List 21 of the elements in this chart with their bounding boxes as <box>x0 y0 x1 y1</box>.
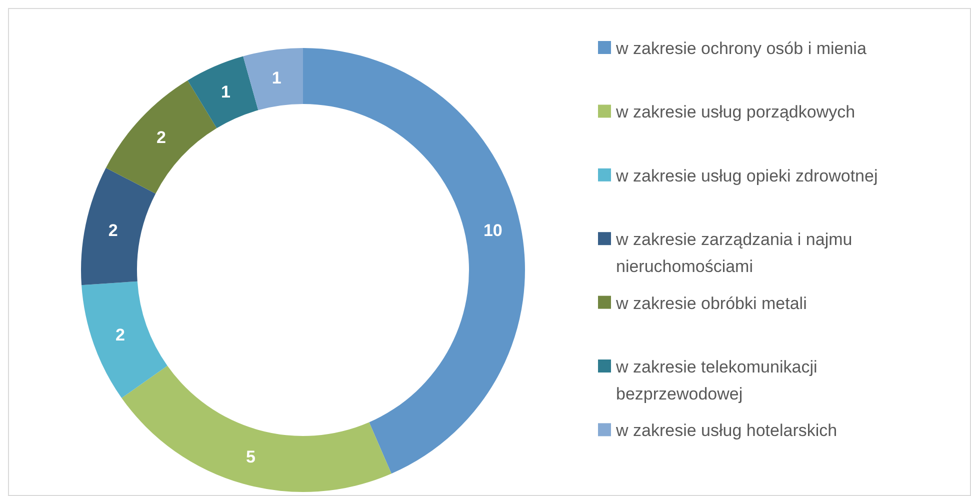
data-label: 2 <box>115 325 125 344</box>
data-label: 5 <box>246 447 256 466</box>
data-label: 1 <box>220 82 230 102</box>
donut-slice <box>106 80 217 194</box>
donut-slice <box>122 366 392 492</box>
legend-label: w zakresie usług opieki zdrowotnej <box>615 166 878 185</box>
donut-slice <box>243 48 303 110</box>
data-label: 2 <box>156 128 166 148</box>
data-label: 1 <box>272 68 282 88</box>
donut-slice <box>81 168 156 286</box>
legend-label: w zakresie ochrony osób i mienia <box>615 38 867 58</box>
data-label: 10 <box>483 221 502 240</box>
donut-slice <box>303 48 525 474</box>
data-label: 2 <box>108 221 118 240</box>
legend-label: w zakresie usług porządkowych <box>615 102 856 122</box>
donut-slice <box>188 56 258 128</box>
donut-slice <box>82 281 168 398</box>
legend-label: w zakresie zarządzania i najmu nieruchomościami <box>615 230 852 276</box>
legend-label: w zakresie telekomunikacji bezprzewodowej <box>615 357 818 403</box>
legend-label: w zakresie usług hotelarskich <box>615 420 838 440</box>
legend-label: w zakresie obróbki metali <box>615 293 807 312</box>
